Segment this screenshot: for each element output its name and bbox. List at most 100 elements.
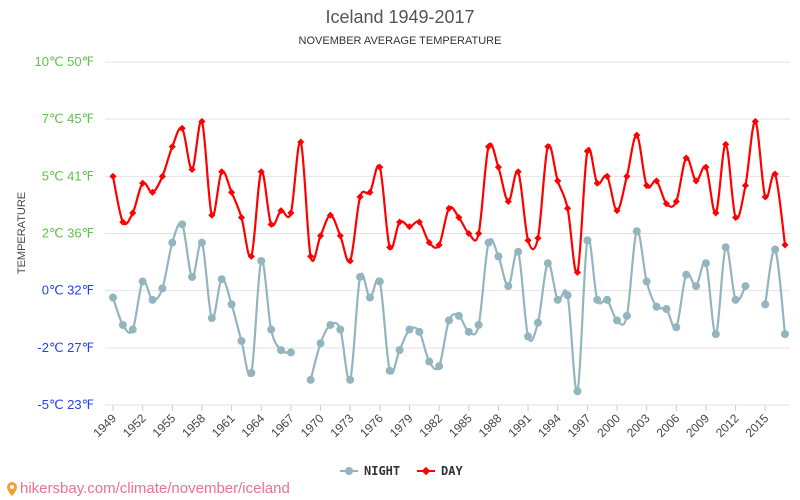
day-point	[514, 168, 522, 176]
day-point	[583, 147, 591, 155]
night-point	[652, 302, 661, 311]
day-point	[435, 241, 443, 249]
x-tick-label: 1991	[505, 411, 534, 440]
night-point	[484, 238, 493, 247]
day-point	[534, 234, 542, 242]
day-point	[445, 204, 453, 212]
day-legend-marker-icon	[417, 466, 435, 476]
day-point	[316, 232, 325, 240]
y-tick-label: 7℃ 45℉	[42, 111, 94, 126]
x-tick-label: 1955	[150, 411, 179, 440]
legend-day-label: DAY	[441, 464, 463, 478]
night-point	[573, 387, 582, 396]
day-point	[484, 143, 493, 151]
day-point	[593, 179, 601, 187]
x-tick-label: 2009	[683, 411, 712, 440]
day-point	[692, 177, 700, 185]
x-tick-label: 1985	[446, 411, 475, 440]
x-tick-label: 2015	[743, 411, 772, 440]
x-tick-label: 2006	[654, 411, 683, 440]
legend-day[interactable]: DAY	[417, 464, 463, 478]
day-point	[237, 213, 246, 222]
day-point	[652, 177, 661, 185]
night-point	[761, 300, 770, 309]
night-point	[168, 238, 177, 247]
day-point	[336, 232, 344, 240]
day-point	[148, 188, 157, 196]
night-point	[188, 272, 197, 281]
day-point	[277, 207, 285, 215]
day-point	[208, 211, 216, 219]
night-point	[197, 238, 206, 247]
x-tick-label: 1967	[268, 411, 297, 440]
night-point	[662, 304, 671, 313]
night-point	[277, 346, 285, 355]
night-point	[593, 295, 602, 304]
night-point	[395, 346, 404, 355]
day-point	[623, 172, 631, 180]
day-point	[178, 124, 186, 132]
day-point	[396, 218, 404, 226]
night-point	[118, 320, 127, 329]
day-point	[247, 252, 255, 260]
day-point	[129, 209, 137, 217]
y-tick-label: 0℃ 32℉	[42, 283, 94, 298]
source-link[interactable]: hikersbay.com/climate/november/iceland	[6, 480, 290, 497]
day-point	[415, 218, 423, 226]
day-point	[386, 243, 394, 251]
night-point	[435, 362, 444, 371]
x-tick-label: 1949	[90, 411, 119, 440]
day-point	[139, 179, 147, 187]
day-point	[297, 138, 305, 146]
night-point	[701, 259, 710, 268]
night-point	[504, 282, 513, 291]
night-point	[267, 325, 276, 334]
night-point	[563, 291, 572, 300]
x-tick-label: 1973	[328, 411, 357, 440]
x-tick-label: 1997	[565, 411, 594, 440]
day-point	[643, 181, 651, 190]
day-point	[405, 223, 414, 231]
day-point	[751, 117, 759, 125]
y-tick-label: -5℃ 23℉	[37, 397, 94, 412]
night-point	[524, 332, 533, 341]
day-point	[455, 213, 463, 222]
x-tick-label: 1961	[209, 411, 238, 440]
legend-night[interactable]: NIGHT	[340, 464, 400, 478]
night-point	[445, 316, 453, 325]
day-point	[494, 163, 502, 171]
day-point	[188, 165, 196, 174]
night-line	[764, 248, 787, 335]
day-point	[504, 197, 512, 206]
x-tick-label: 1982	[416, 411, 445, 440]
day-point	[781, 241, 789, 249]
day-point	[564, 204, 572, 212]
day-point	[257, 168, 265, 176]
day-point	[119, 218, 127, 226]
night-point	[494, 252, 503, 261]
day-point	[168, 143, 176, 151]
night-point	[336, 325, 345, 334]
night-point	[464, 327, 473, 336]
night-point	[385, 366, 394, 375]
night-point	[207, 314, 216, 323]
day-point	[366, 188, 374, 196]
day-point	[376, 163, 384, 171]
day-point	[573, 268, 582, 276]
day-line	[111, 119, 787, 275]
day-point	[425, 239, 433, 247]
night-point	[474, 320, 483, 329]
day-point	[662, 200, 670, 208]
night-point	[553, 295, 562, 304]
x-tick-label: 1994	[535, 411, 564, 440]
y-tick-label: 10℃ 50℉	[34, 54, 94, 69]
night-point	[583, 236, 592, 245]
x-tick-label: 1958	[179, 411, 208, 440]
day-point	[465, 229, 473, 238]
y-tick-label: -2℃ 27℉	[37, 340, 94, 355]
x-tick-label: 2000	[594, 411, 623, 440]
day-point	[702, 163, 710, 171]
day-point	[554, 177, 562, 185]
